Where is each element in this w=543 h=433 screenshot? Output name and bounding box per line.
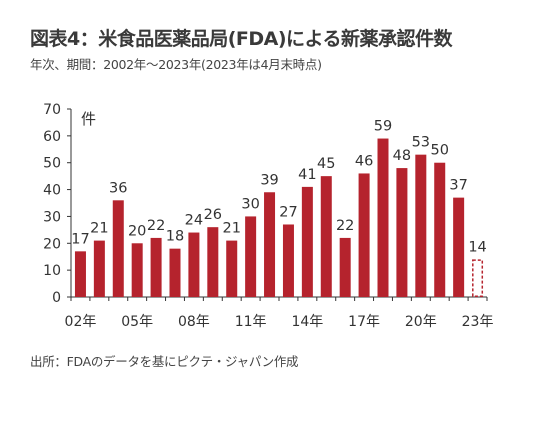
bar: [415, 154, 427, 297]
data-label: 39: [260, 172, 278, 188]
y-axis-unit-label: 件: [81, 110, 96, 128]
bar: [377, 138, 389, 297]
x-axis: 02年 05年 08年 11年 14年 17年 20年 23年: [65, 296, 494, 330]
data-label: 45: [317, 156, 335, 172]
bar: [396, 168, 408, 297]
bar: [301, 186, 313, 297]
chart-title: 図表4：米食品医薬品局(FDA)による新薬承認件数: [30, 28, 452, 50]
x-tick-label: 11年: [235, 314, 267, 330]
x-tick-label: 20年: [405, 314, 437, 330]
x-tick-label: 17年: [348, 314, 380, 330]
bars: [74, 138, 484, 297]
source-note: 出所：FDAのデータを基にピクテ・ジャパン作成: [30, 354, 299, 369]
data-label: 36: [109, 180, 127, 196]
y-tick-label: 60: [43, 129, 61, 145]
bar: [264, 192, 276, 297]
data-label: 59: [374, 119, 392, 135]
bar: [74, 251, 86, 297]
x-tick-label: 23年: [462, 314, 494, 330]
data-label: 30: [241, 196, 259, 212]
x-tick-label: 05年: [121, 314, 153, 330]
data-label: 53: [412, 135, 430, 151]
x-tick-label: 02年: [65, 314, 97, 330]
data-label: 24: [185, 213, 203, 229]
data-label: 27: [279, 204, 297, 220]
bar: [207, 227, 219, 297]
y-tick-label: 0: [52, 290, 61, 306]
y-tick-label: 40: [43, 183, 61, 199]
data-label: 21: [90, 221, 108, 237]
bar: [339, 237, 351, 297]
data-label: 17: [71, 231, 89, 247]
data-label: 37: [449, 178, 467, 194]
bar: [320, 176, 332, 297]
bar-partial: [472, 259, 484, 297]
data-label: 48: [393, 148, 411, 164]
data-label: 41: [298, 167, 316, 183]
bar: [169, 248, 181, 297]
y-tick-label: 20: [43, 236, 61, 252]
data-label: 22: [147, 218, 165, 234]
bar: [226, 240, 238, 297]
bar: [453, 197, 465, 297]
bar: [112, 200, 124, 297]
bar: [358, 173, 370, 297]
bar: [434, 162, 446, 297]
bar: [93, 240, 105, 297]
bar: [188, 232, 200, 297]
y-tick-label: 70: [43, 102, 61, 118]
y-tick-label: 30: [43, 209, 61, 225]
data-label: 20: [128, 223, 146, 239]
data-label: 18: [166, 229, 184, 245]
bar: [150, 237, 162, 297]
y-axis: 0 10 20 30 40 50 60 70 件: [43, 102, 96, 306]
data-label: 46: [355, 153, 373, 169]
x-tick-label: 08年: [178, 314, 210, 330]
x-tick-label: 14年: [291, 314, 323, 330]
bar: [131, 243, 143, 297]
data-label: 26: [204, 207, 222, 223]
data-label: 50: [431, 143, 449, 159]
bar: [282, 224, 294, 297]
y-tick-label: 10: [43, 263, 61, 279]
data-label: 14: [468, 239, 486, 255]
y-tick-label: 50: [43, 156, 61, 172]
chart-subtitle: 年次、期間：2002年～2023年(2023年は4月末時点): [30, 57, 322, 72]
data-label: 22: [336, 218, 354, 234]
bar: [245, 216, 257, 297]
data-label: 21: [223, 221, 241, 237]
